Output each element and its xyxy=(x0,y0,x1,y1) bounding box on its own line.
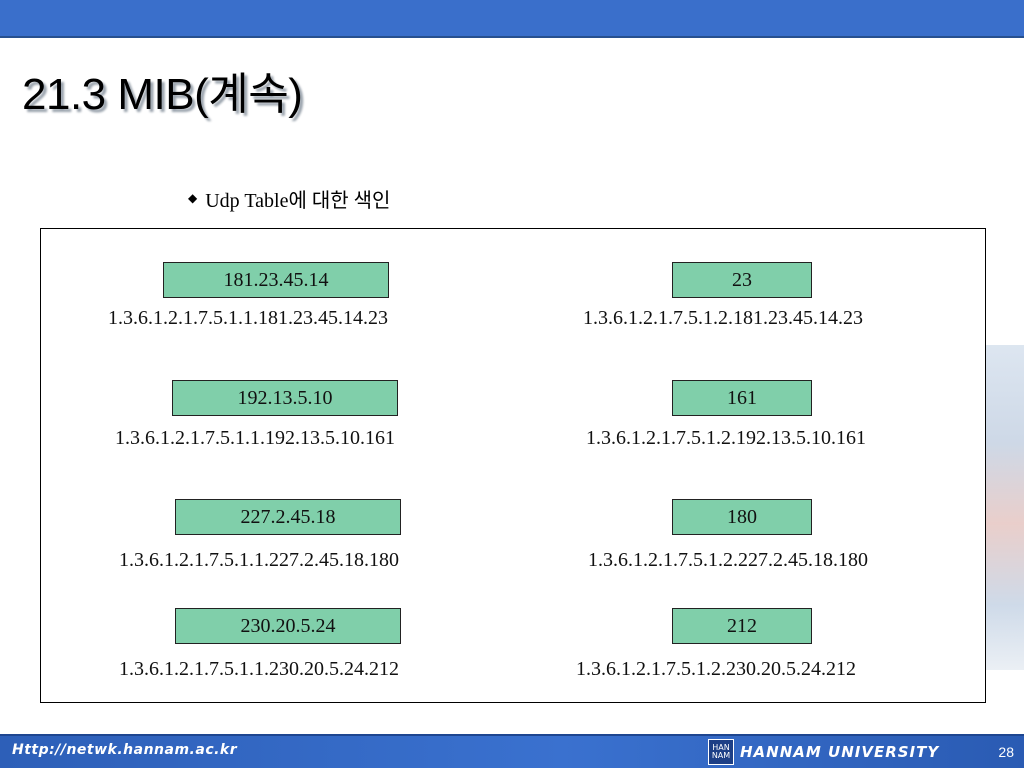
local-address-oid: 1.3.6.1.2.1.7.5.1.1.227.2.45.18.180 xyxy=(119,549,399,571)
hannam-university-logo-icon: HAN NAM xyxy=(708,739,734,765)
diamond-bullet-icon: ◆ xyxy=(188,191,198,205)
local-port-box: 161 xyxy=(672,380,812,416)
decorative-background-image xyxy=(982,345,1024,670)
footer-bar: Http://netwk.hannam.ac.kr HAN NAM HANNAM… xyxy=(0,734,1024,768)
footer-url-link[interactable]: Http://netwk.hannam.ac.kr xyxy=(12,742,238,758)
university-name: HANNAM UNIVERSITY xyxy=(740,743,940,761)
local-port-oid: 1.3.6.1.2.1.7.5.1.2.227.2.45.18.180 xyxy=(588,549,868,571)
local-address-oid: 1.3.6.1.2.1.7.5.1.1.181.23.45.14.23 xyxy=(108,307,388,329)
local-port-oid: 1.3.6.1.2.1.7.5.1.2.230.20.5.24.212 xyxy=(576,658,856,680)
local-address-box: 227.2.45.18 xyxy=(175,499,401,535)
local-port-box: 23 xyxy=(672,262,812,298)
local-port-box: 180 xyxy=(672,499,812,535)
page-number: 28 xyxy=(998,744,1014,760)
local-port-box: 212 xyxy=(672,608,812,644)
udp-table-index-diagram: 181.23.45.14 1.3.6.1.2.1.7.5.1.1.181.23.… xyxy=(40,228,986,703)
bullet-text: Udp Table에 대한 색인 xyxy=(205,190,391,212)
local-address-box: 230.20.5.24 xyxy=(175,608,401,644)
header-bar xyxy=(0,0,1024,38)
local-address-oid: 1.3.6.1.2.1.7.5.1.1.192.13.5.10.161 xyxy=(115,427,395,449)
local-address-box: 192.13.5.10 xyxy=(172,380,398,416)
local-address-box: 181.23.45.14 xyxy=(163,262,389,298)
local-port-oid: 1.3.6.1.2.1.7.5.1.2.192.13.5.10.161 xyxy=(586,427,866,449)
local-port-oid: 1.3.6.1.2.1.7.5.1.2.181.23.45.14.23 xyxy=(583,307,863,329)
university-branding: HAN NAM HANNAM UNIVERSITY xyxy=(708,739,939,765)
bullet-item: ◆ Udp Table에 대한 색인 xyxy=(188,184,390,213)
slide-title: 21.3 MIB(계속) xyxy=(22,70,303,119)
local-address-oid: 1.3.6.1.2.1.7.5.1.1.230.20.5.24.212 xyxy=(119,658,399,680)
